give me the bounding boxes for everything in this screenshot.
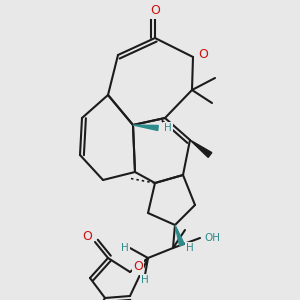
Text: O: O [133, 260, 143, 274]
Text: O: O [150, 4, 160, 17]
Text: O: O [198, 49, 208, 62]
Text: OH: OH [204, 233, 220, 243]
Text: H: H [141, 275, 149, 285]
Polygon shape [175, 225, 184, 246]
Polygon shape [190, 140, 212, 158]
Text: H: H [186, 243, 194, 253]
Text: O: O [82, 230, 92, 244]
Text: H: H [121, 243, 129, 253]
Polygon shape [133, 125, 158, 130]
Text: H: H [164, 123, 172, 133]
